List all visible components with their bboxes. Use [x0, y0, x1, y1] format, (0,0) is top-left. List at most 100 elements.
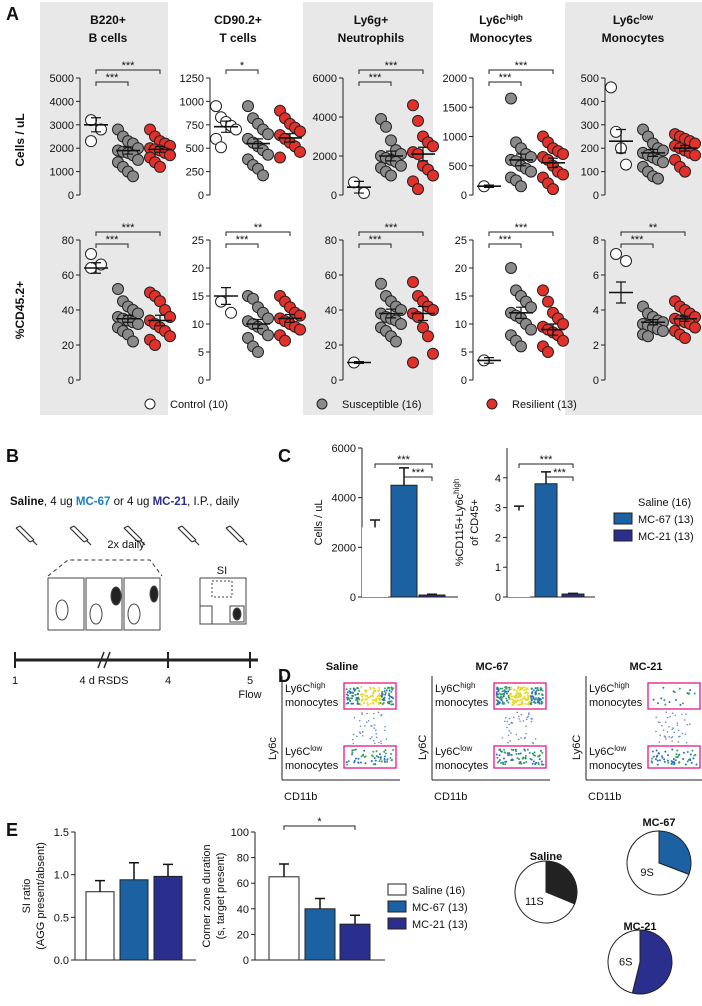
- flow-event: [381, 703, 384, 706]
- flow-event: [346, 763, 349, 766]
- data-point: [385, 134, 397, 147]
- flow-event: [356, 735, 358, 738]
- data-point: [515, 340, 527, 353]
- data-point: [132, 318, 144, 330]
- flow-event: [666, 731, 669, 733]
- flow-event: [541, 763, 544, 766]
- gate-label: monocytes: [285, 760, 339, 772]
- flow-event: [361, 695, 364, 698]
- flow-event: [384, 725, 386, 728]
- flow-event: [531, 718, 534, 720]
- flow-event: [388, 692, 391, 695]
- flow-event: [686, 760, 689, 763]
- flow-event: [384, 748, 387, 751]
- flow-event: [351, 749, 354, 752]
- data-point: [230, 123, 242, 136]
- gate-label-part: monocytes: [285, 760, 339, 772]
- flow-event: [378, 692, 381, 695]
- panel-title-part: CD90.2+: [214, 13, 262, 27]
- panel-label: C: [278, 446, 291, 466]
- data-point: [279, 334, 291, 347]
- flow-event: [502, 702, 505, 705]
- flow-event: [520, 702, 523, 705]
- data-point: [427, 140, 439, 153]
- flow-event: [509, 740, 511, 742]
- flow-event: [695, 763, 698, 766]
- flow-event: [363, 702, 366, 705]
- flow-event: [383, 760, 386, 763]
- data-point: [390, 335, 402, 348]
- pie-title: MC-21: [623, 921, 656, 933]
- panel-title-part: Ly6g+: [354, 13, 389, 27]
- flow-event: [527, 695, 530, 698]
- pie-label: 6S: [619, 956, 632, 968]
- gate-label: monocytes: [285, 697, 339, 709]
- flow-event: [528, 713, 530, 716]
- flow-event: [518, 758, 521, 761]
- legend-label: MC-67 (13): [638, 514, 694, 526]
- panel-title-part: Ly6c: [613, 13, 640, 27]
- y-tick-label: 0: [593, 190, 599, 202]
- flow-event: [502, 695, 505, 698]
- flow-event: [378, 689, 381, 692]
- flow-event: [525, 698, 528, 701]
- flow-event: [498, 692, 501, 695]
- sig-bracket: [358, 69, 424, 74]
- flow-event: [510, 688, 513, 691]
- flow-event: [537, 755, 540, 758]
- flow-event: [353, 689, 356, 692]
- flow-event: [659, 734, 662, 737]
- data-point: [380, 120, 392, 133]
- y-axis-label-part: of CD45+: [469, 499, 481, 546]
- flow-event: [356, 697, 359, 700]
- flow-event: [683, 719, 686, 721]
- flow-event: [532, 760, 535, 763]
- y-axis-label-part: SI ratio: [21, 879, 33, 914]
- flow-event: [513, 700, 516, 703]
- flow-event: [365, 698, 368, 701]
- flow-event: [652, 755, 655, 758]
- flow-event: [381, 693, 384, 696]
- y-tick-label: 750: [186, 120, 204, 132]
- protocol-part: Saline: [10, 496, 44, 508]
- flow-event: [378, 699, 381, 702]
- flow-event: [370, 760, 373, 763]
- syringes: [15, 525, 248, 546]
- flow-event: [383, 699, 386, 702]
- flow-event: [532, 696, 535, 699]
- flow-event: [516, 711, 519, 714]
- flow-event: [674, 714, 677, 717]
- flow-event: [516, 757, 519, 760]
- legend-label: Saline (16): [638, 497, 691, 509]
- flow-event: [502, 692, 505, 695]
- data-point: [537, 284, 549, 297]
- y-tick-label: 6000: [313, 73, 337, 85]
- flow-event: [381, 690, 384, 693]
- sig-label: ***: [412, 467, 426, 479]
- flow-ylabel: Ly6C: [571, 735, 583, 760]
- data-point: [427, 169, 439, 182]
- bar: [339, 923, 371, 961]
- sig-label: ***: [369, 72, 383, 84]
- gate-label: Ly6Chigh: [435, 681, 475, 696]
- gate-label: Ly6Clow: [589, 744, 627, 759]
- flow-event: [541, 751, 544, 754]
- sem-bar: [253, 138, 263, 149]
- flow-event: [533, 698, 536, 701]
- sig-label: ***: [515, 60, 529, 72]
- sig-bracket: [95, 69, 161, 74]
- flow-event: [689, 689, 692, 692]
- data-point: [557, 148, 569, 161]
- error-bar: [350, 914, 360, 925]
- flow-event: [370, 725, 372, 727]
- flow-event: [531, 691, 534, 694]
- y-tick-label: 80: [237, 853, 249, 865]
- sem-bar: [484, 357, 494, 364]
- flow-event: [509, 697, 512, 700]
- data-point: [348, 176, 360, 189]
- flow-xlabel-part: CD11b: [588, 791, 621, 803]
- error-bar: [129, 861, 139, 880]
- flow-event: [505, 726, 508, 729]
- flow-event: [517, 693, 520, 696]
- flow-event: [534, 691, 537, 694]
